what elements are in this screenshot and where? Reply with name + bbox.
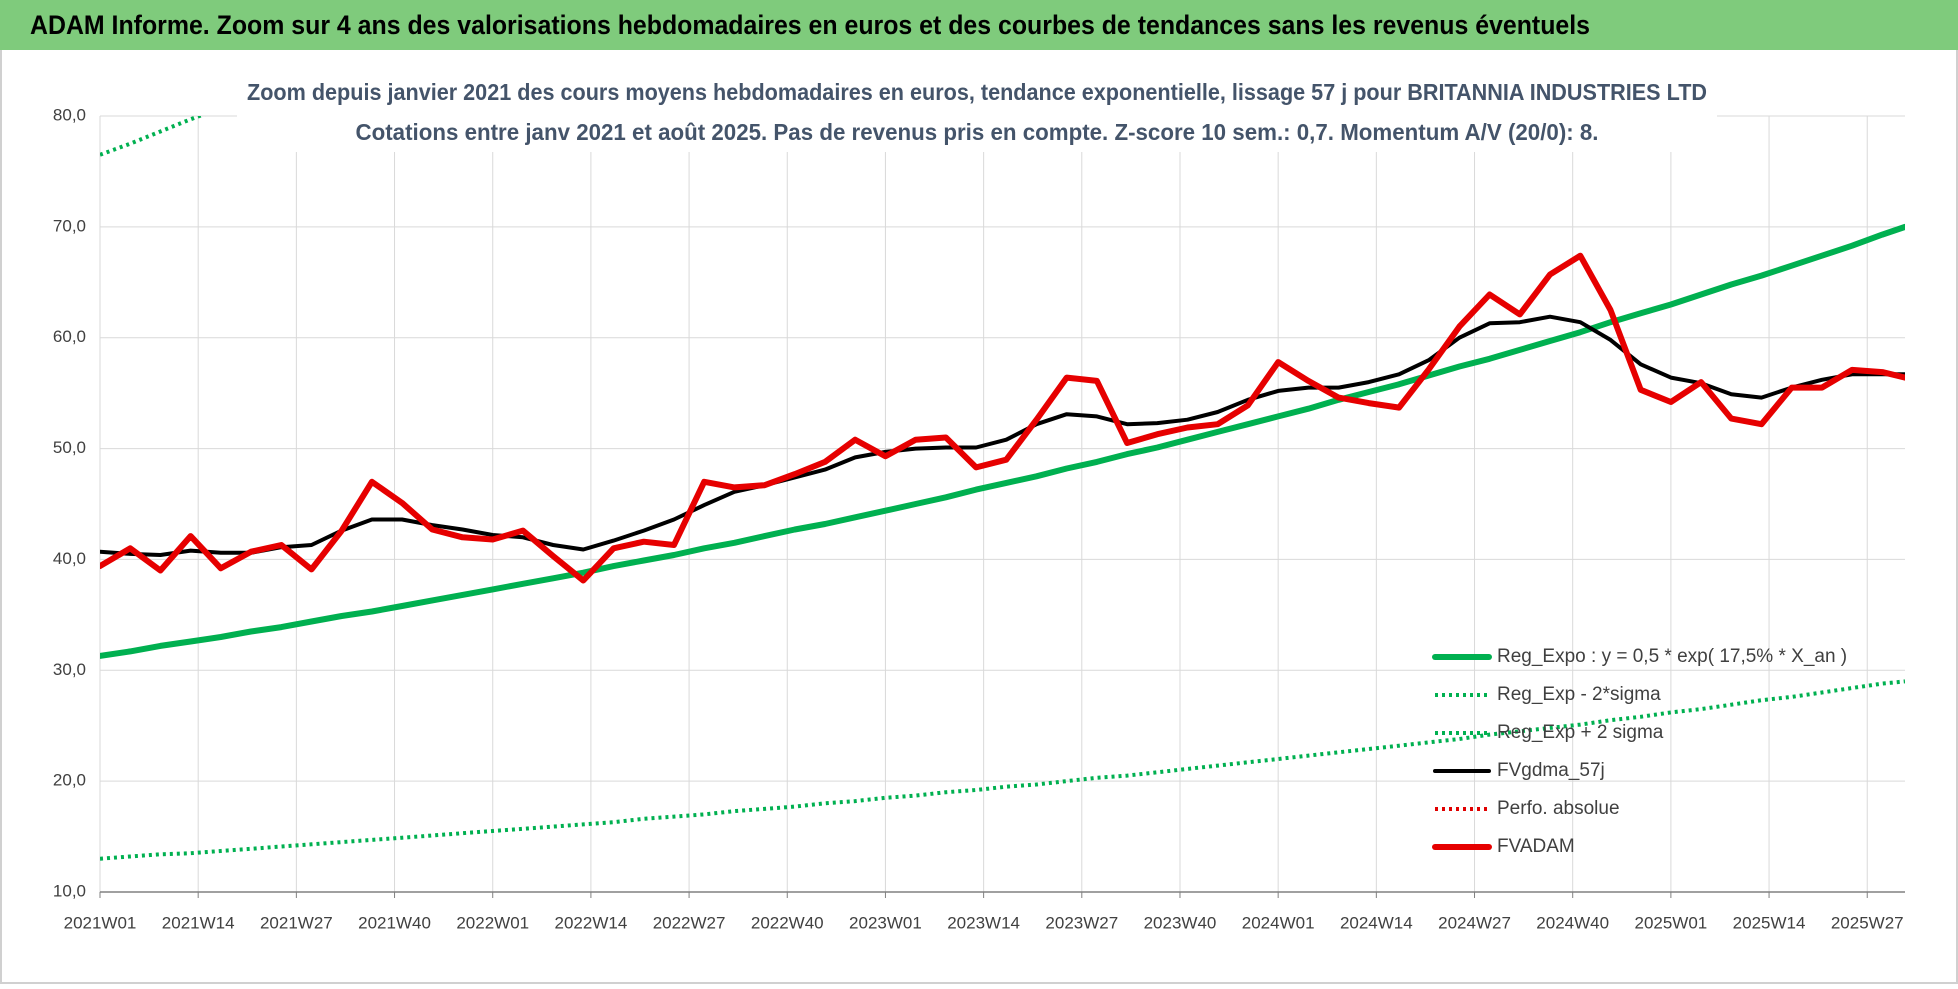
title-box	[237, 74, 1717, 152]
series-layer	[100, 116, 1905, 861]
legend-label: Reg_Expo : y = 0,5 * exp( 17,5% * X_an )	[1497, 646, 1847, 667]
legend-label: FVADAM	[1497, 836, 1575, 857]
series-line	[100, 314, 1905, 557]
x-tick-label: 2023W27	[1045, 913, 1118, 932]
axes: 10,0 20,0 30,0 40,0 50,0 60,0 70,0 80,0 2021W01 2…	[53, 105, 1905, 932]
y-tick-label: 60,0	[53, 327, 86, 346]
x-tick-label: 2025W27	[1831, 913, 1904, 932]
legend-label: Reg_Exp - 2*sigma	[1497, 684, 1661, 705]
y-tick-label: 80,0	[53, 105, 86, 124]
x-tick-label: 2022W40	[751, 913, 824, 932]
x-tick-label: 2023W01	[849, 913, 922, 932]
x-tick-label: 2023W14	[947, 913, 1020, 932]
page-title: ADAM Informe. Zoom sur 4 ans des valoris…	[30, 10, 1590, 40]
x-tick-label: 2024W40	[1536, 913, 1609, 932]
x-tick-label: 2025W14	[1733, 913, 1806, 932]
legend-label: FVgdma_57j	[1497, 760, 1605, 781]
y-tick-label: 50,0	[53, 438, 86, 457]
x-tick-label: 2021W14	[162, 913, 235, 932]
grid	[99, 115, 1905, 893]
series-line	[100, 252, 1905, 584]
x-tick-label: 2024W27	[1438, 913, 1511, 932]
y-tick-label: 30,0	[53, 660, 86, 679]
series-line	[100, 223, 1905, 659]
title-bar	[0, 0, 1958, 50]
x-tick-label: 2022W01	[456, 913, 529, 932]
x-tick-label: 2023W40	[1144, 913, 1217, 932]
x-tick-label: 2024W01	[1242, 913, 1315, 932]
chart-subtitle: Cotations entre janv 2021 et août 2025. …	[356, 119, 1599, 145]
legend-label: Reg_Exp + 2 sigma	[1497, 722, 1664, 743]
series-line	[100, 679, 1905, 861]
chart-title: Zoom depuis janvier 2021 des cours moyen…	[247, 79, 1707, 105]
y-tick-label: 10,0	[53, 881, 86, 900]
x-tick-label: 2022W27	[653, 913, 726, 932]
y-tick-label: 20,0	[53, 771, 86, 790]
x-tick-label: 2025W01	[1634, 913, 1707, 932]
y-tick-label: 40,0	[53, 549, 86, 568]
x-tick-label: 2022W14	[555, 913, 628, 932]
legend-label: Perfo. absolue	[1497, 798, 1620, 819]
y-tick-label: 70,0	[53, 216, 86, 235]
x-tick-label: 2021W01	[64, 913, 137, 932]
x-tick-label: 2024W14	[1340, 913, 1413, 932]
x-tick-label: 2021W27	[260, 913, 333, 932]
x-tick-label: 2021W40	[358, 913, 431, 932]
legend: Reg_Expo : y = 0,5 * exp( 17,5% * X_an )…	[1432, 646, 1847, 857]
